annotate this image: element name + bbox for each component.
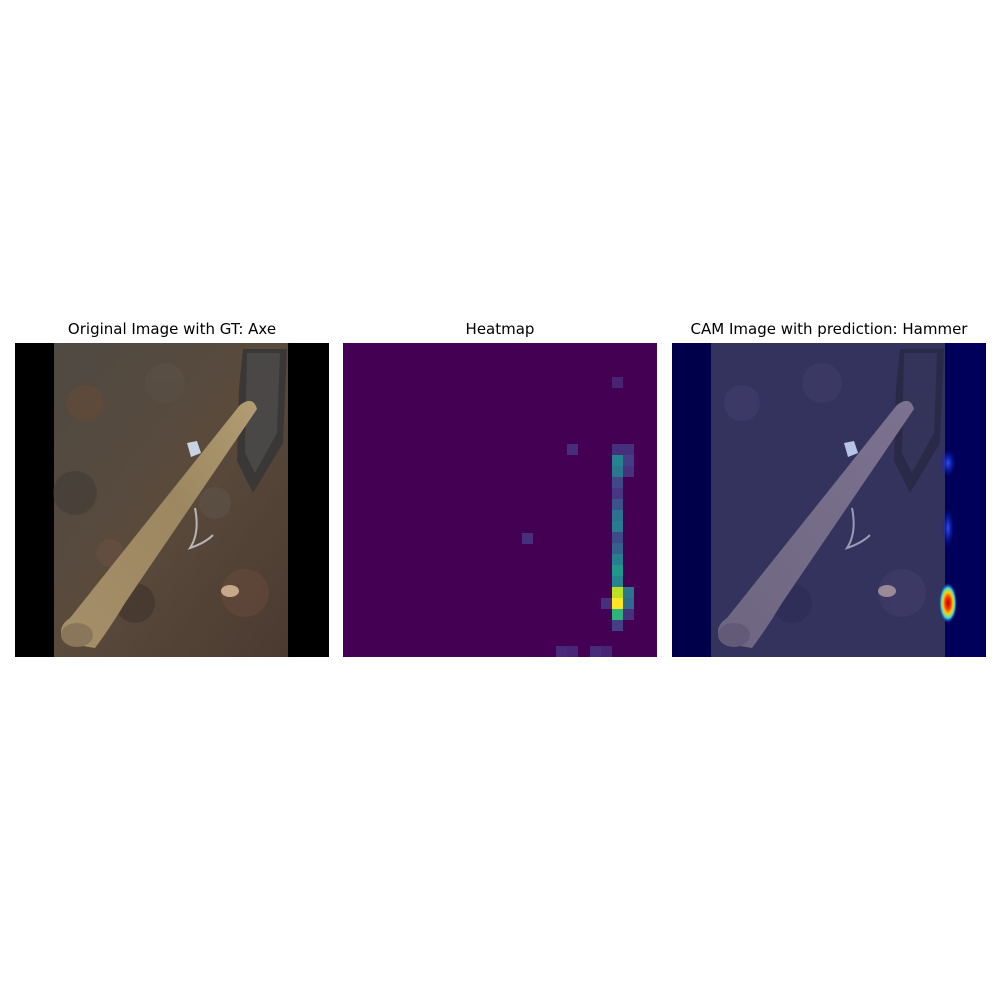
cam-image <box>672 343 986 657</box>
cam-warm-region <box>940 449 956 477</box>
heatmap-image <box>343 343 657 657</box>
cam-hotspot <box>939 583 957 623</box>
original-image-title: Original Image with GT: Axe <box>67 320 277 338</box>
cam-image-title: CAM Image with prediction: Hammer <box>690 320 968 338</box>
cam-warm-region <box>942 508 954 548</box>
heatmap-hotspots <box>522 377 634 657</box>
original-image <box>15 343 329 657</box>
heatmap-title: Heatmap <box>465 320 535 338</box>
